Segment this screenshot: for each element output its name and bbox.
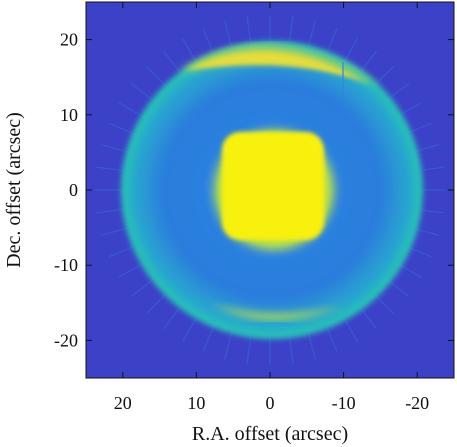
- x-tick-label: 20: [114, 393, 132, 413]
- northern-arc-bright: [186, 52, 370, 84]
- y-tick-label: 0: [69, 180, 78, 200]
- x-axis-ticks: 20 10 0 -10 -20: [114, 2, 429, 413]
- y-axis-ticks: 20 10 0 -10 -20: [54, 30, 454, 350]
- x-tick-label: 0: [266, 393, 275, 413]
- y-axis-label: Dec. offset (arcsec): [3, 112, 25, 268]
- y-tick-label: 20: [60, 30, 78, 50]
- central-saturated-core: [222, 132, 324, 240]
- x-tick-label: -20: [405, 393, 429, 413]
- x-tick-label: 10: [187, 393, 205, 413]
- southern-arc: [212, 304, 342, 321]
- x-tick-label: -10: [332, 393, 356, 413]
- image-panel: [86, 2, 454, 378]
- x-axis-label: R.A. offset (arcsec): [192, 423, 348, 445]
- y-tick-label: 10: [60, 105, 78, 125]
- y-tick-label: -10: [54, 255, 78, 275]
- y-tick-label: -20: [54, 330, 78, 350]
